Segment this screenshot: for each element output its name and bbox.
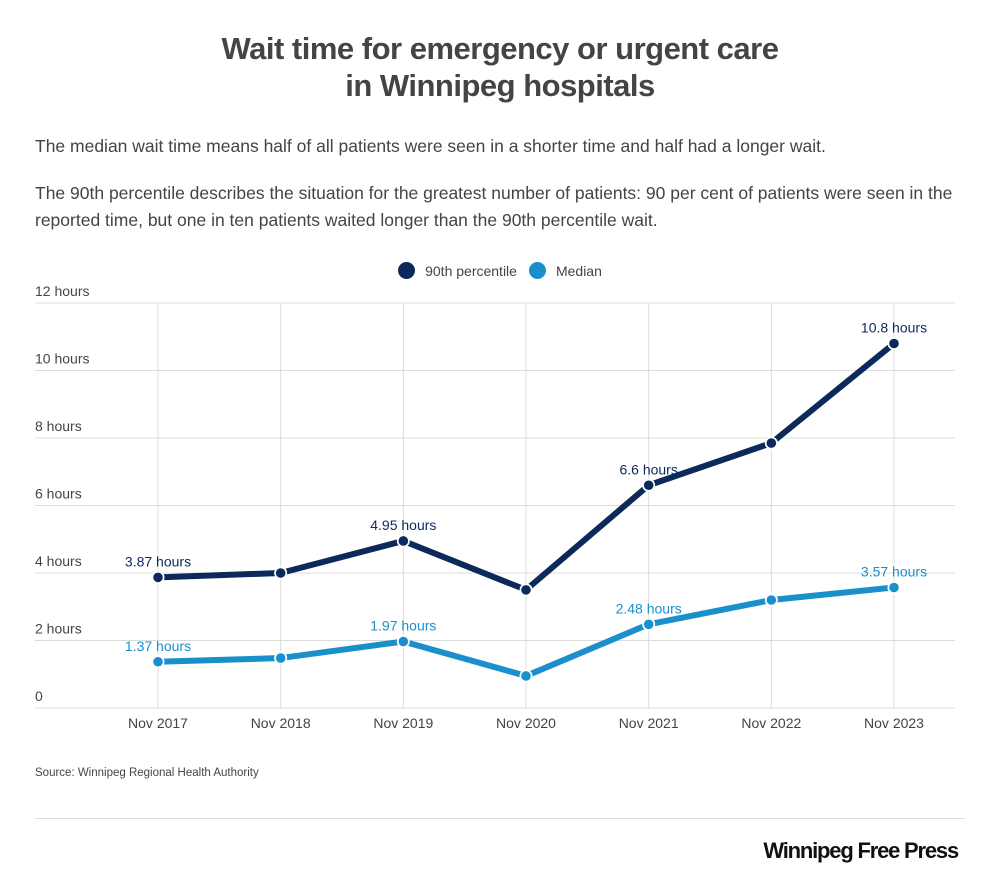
series-segment-median bbox=[157, 655, 281, 665]
x-tick-label: Nov 2022 bbox=[741, 715, 801, 731]
data-label-median: 1.37 hours bbox=[125, 638, 191, 654]
description-90th-percentile: The 90th percentile describes the situat… bbox=[35, 183, 953, 230]
y-tick-label: 0 bbox=[35, 688, 43, 704]
data-label-90th-percentile: 4.95 hours bbox=[370, 517, 436, 533]
data-point-90th-percentile bbox=[643, 480, 654, 491]
series-segment-median bbox=[524, 621, 650, 679]
y-tick-label: 12 hours bbox=[35, 283, 89, 299]
legend-dot-median-icon bbox=[528, 262, 546, 279]
data-point-median bbox=[275, 653, 286, 663]
series-segment-median bbox=[402, 638, 527, 679]
data-point-median bbox=[153, 656, 163, 667]
data-label-median: 1.97 hours bbox=[370, 618, 436, 634]
y-tick-label: 10 hours bbox=[35, 351, 89, 367]
data-point-90th-percentile bbox=[521, 585, 531, 595]
data-point-90th-percentile bbox=[889, 338, 899, 349]
series-segment-90th-percentile bbox=[647, 440, 773, 489]
series-segment-median bbox=[648, 597, 772, 628]
y-tick-label: 6 hours bbox=[35, 486, 82, 502]
y-tick-label: 2 hours bbox=[35, 621, 82, 637]
chart-title: Wait time for emergency or urgent care i… bbox=[0, 30, 1000, 104]
brand-logo: Winnipeg Free Press bbox=[763, 838, 959, 863]
data-point-median bbox=[643, 619, 654, 630]
x-tick-label: Nov 2023 bbox=[864, 715, 924, 731]
data-label-90th-percentile: 3.87 hours bbox=[125, 553, 191, 569]
series-segment-90th-percentile bbox=[402, 538, 528, 593]
legend-dot-90th-percentile-icon bbox=[398, 262, 416, 279]
data-label-median: 3.57 hours bbox=[861, 564, 927, 580]
x-tick-label: Nov 2017 bbox=[128, 715, 188, 731]
data-point-90th-percentile bbox=[153, 572, 163, 583]
x-tick-label: Nov 2019 bbox=[373, 715, 433, 731]
data-label-median: 2.48 hours bbox=[616, 600, 682, 616]
title-line-1: Wait time for emergency or urgent care bbox=[221, 31, 779, 66]
legend-item-median: Median bbox=[528, 262, 602, 279]
x-tick-label: Nov 2018 bbox=[251, 715, 311, 731]
chart-legend: 90th percentile Median bbox=[0, 262, 1000, 279]
series-segment-90th-percentile bbox=[524, 482, 651, 593]
data-point-90th-percentile bbox=[275, 568, 286, 578]
title-line-2: in Winnipeg hospitals bbox=[345, 68, 655, 103]
legend-label-90th-percentile: 90th percentile bbox=[425, 262, 517, 279]
series-segment-median bbox=[280, 638, 404, 662]
data-label-90th-percentile: 6.6 hours bbox=[619, 461, 677, 477]
data-point-90th-percentile bbox=[398, 536, 409, 546]
x-tick-label: Nov 2020 bbox=[496, 715, 556, 731]
series-lines bbox=[151, 337, 901, 683]
grid-lines bbox=[35, 302, 955, 709]
series-segment-90th-percentile bbox=[279, 538, 405, 576]
x-tick-label: Nov 2021 bbox=[619, 715, 679, 731]
data-point-median bbox=[521, 671, 531, 681]
y-tick-label: 8 hours bbox=[35, 418, 82, 434]
description-median: The median wait time means half of all p… bbox=[35, 136, 826, 156]
data-point-90th-percentile bbox=[766, 438, 777, 448]
data-point-median bbox=[398, 636, 409, 647]
series-segment-median bbox=[771, 584, 895, 603]
source-note: Source: Winnipeg Regional Health Authori… bbox=[35, 767, 259, 779]
footer-divider bbox=[35, 818, 965, 819]
series-segment-90th-percentile bbox=[769, 341, 896, 446]
data-labels: 3.87 hours 4.95 hours 6.6 hours 10.8 hours 1… bbox=[125, 320, 927, 654]
data-point-median bbox=[766, 595, 777, 605]
data-point-median bbox=[889, 582, 899, 593]
y-tick-label: 4 hours bbox=[35, 553, 82, 569]
x-axis-labels: Nov 2017 Nov 2018 Nov 2019 Nov 2020 Nov 2021… bbox=[128, 715, 924, 731]
legend-item-90th-percentile: 90th percentile bbox=[398, 262, 517, 279]
legend-label-median: Median bbox=[555, 262, 602, 279]
data-label-90th-percentile: 10.8 hours bbox=[861, 320, 927, 336]
y-axis-labels: 0 2 hours 4 hours 6 hours 8 hours 10 hours 12 … bbox=[35, 283, 89, 704]
series-segment-90th-percentile bbox=[157, 570, 281, 581]
